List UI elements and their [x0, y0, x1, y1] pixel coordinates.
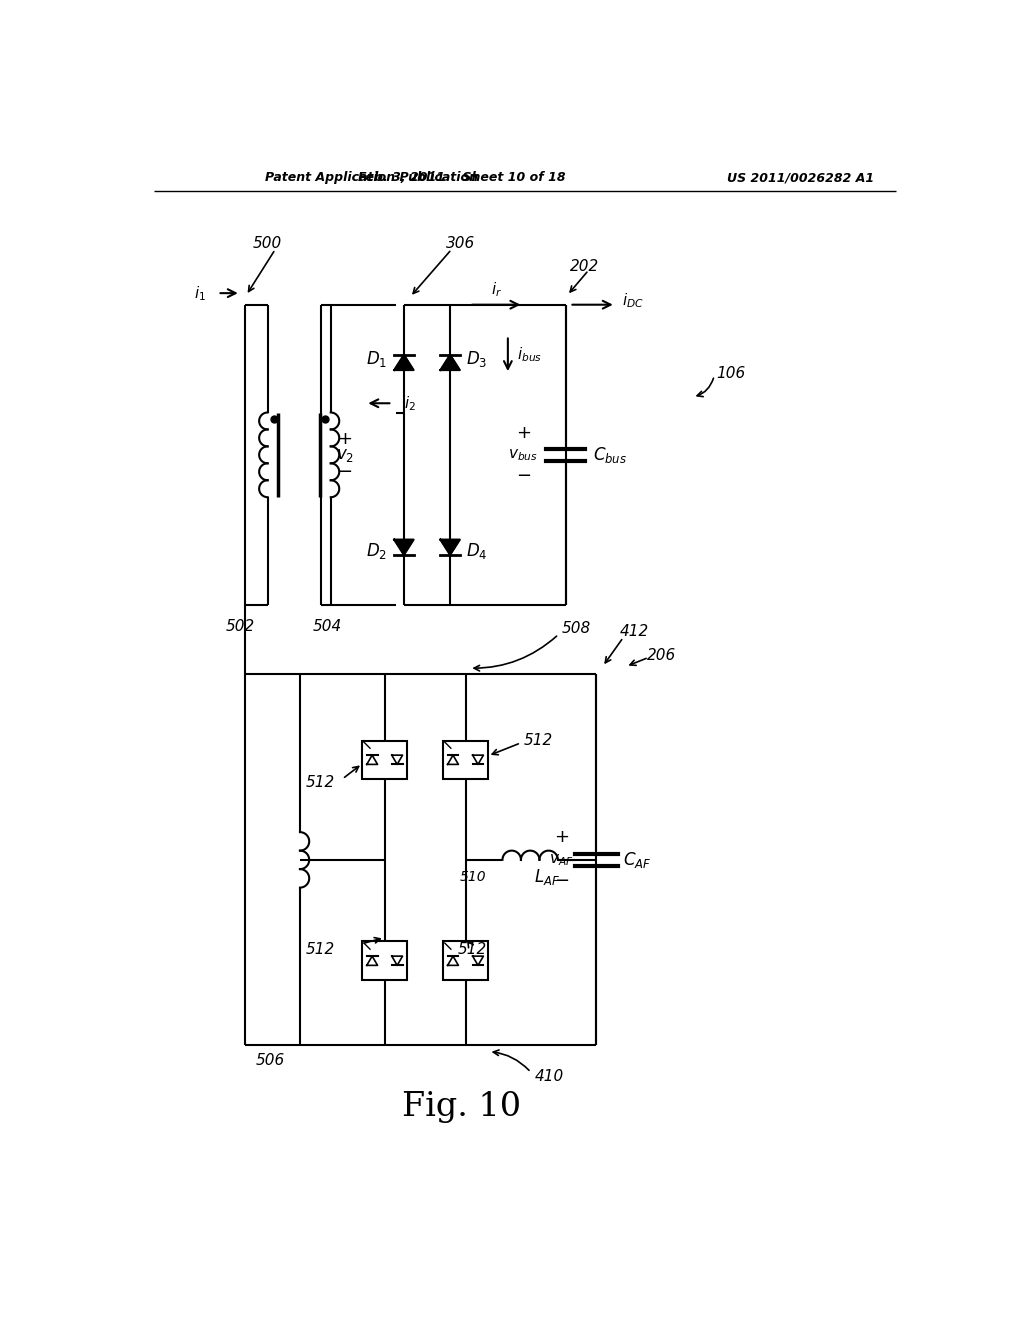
Text: $D_3$: $D_3$	[466, 348, 487, 368]
Text: +: +	[554, 828, 569, 846]
Text: $v_2$: $v_2$	[336, 446, 353, 463]
Bar	[362, 741, 407, 779]
Bar	[443, 941, 487, 979]
Polygon shape	[447, 956, 459, 965]
Text: $i_{bus}$: $i_{bus}$	[517, 346, 542, 364]
Text: $D_4$: $D_4$	[466, 541, 487, 561]
Polygon shape	[440, 355, 460, 370]
Polygon shape	[473, 956, 483, 965]
Text: $L_{AF}$: $L_{AF}$	[535, 867, 560, 887]
Text: 512: 512	[305, 941, 335, 957]
Text: $i_r$: $i_r$	[490, 280, 502, 298]
Polygon shape	[447, 755, 459, 764]
Polygon shape	[473, 755, 483, 764]
Text: 512: 512	[523, 733, 553, 748]
Bar	[362, 941, 407, 979]
Text: 512: 512	[458, 941, 487, 957]
Text: $v_{bus}$: $v_{bus}$	[508, 447, 539, 463]
Text: 202: 202	[569, 259, 599, 273]
Text: 206: 206	[646, 648, 676, 663]
Text: Patent Application Publication: Patent Application Publication	[265, 172, 478, 185]
Text: 412: 412	[620, 624, 649, 639]
Text: 506: 506	[256, 1053, 286, 1068]
Polygon shape	[392, 755, 402, 764]
Text: −: −	[516, 467, 530, 486]
Text: 306: 306	[446, 235, 475, 251]
Text: Fig. 10: Fig. 10	[402, 1092, 521, 1123]
Text: $i_2$: $i_2$	[403, 393, 416, 413]
Polygon shape	[440, 540, 460, 554]
Text: 410: 410	[535, 1069, 564, 1084]
Bar	[443, 741, 487, 779]
Text: $v_{AF}$: $v_{AF}$	[550, 851, 574, 867]
Text: −: −	[554, 873, 569, 891]
Polygon shape	[367, 956, 378, 965]
Text: 508: 508	[562, 620, 591, 636]
Text: Feb. 3, 2011    Sheet 10 of 18: Feb. 3, 2011 Sheet 10 of 18	[357, 172, 565, 185]
Text: +: +	[516, 424, 530, 442]
Polygon shape	[394, 355, 414, 370]
Text: US 2011/0026282 A1: US 2011/0026282 A1	[727, 172, 874, 185]
Text: 500: 500	[253, 235, 283, 251]
Text: 504: 504	[312, 619, 342, 634]
Text: 512: 512	[305, 775, 335, 791]
Polygon shape	[392, 956, 402, 965]
Text: $i_{DC}$: $i_{DC}$	[622, 292, 644, 310]
Text: +: +	[337, 430, 352, 449]
Text: 502: 502	[226, 619, 255, 634]
Text: $D_1$: $D_1$	[367, 348, 387, 368]
Text: $D_2$: $D_2$	[367, 541, 387, 561]
Polygon shape	[394, 540, 414, 554]
Text: 106: 106	[716, 367, 745, 381]
Text: $i_1$: $i_1$	[195, 284, 206, 302]
Text: $C_{AF}$: $C_{AF}$	[624, 850, 651, 870]
Text: $C_{bus}$: $C_{bus}$	[593, 445, 627, 465]
Polygon shape	[367, 755, 378, 764]
Text: −: −	[337, 463, 352, 480]
Text: 510: 510	[460, 870, 486, 884]
